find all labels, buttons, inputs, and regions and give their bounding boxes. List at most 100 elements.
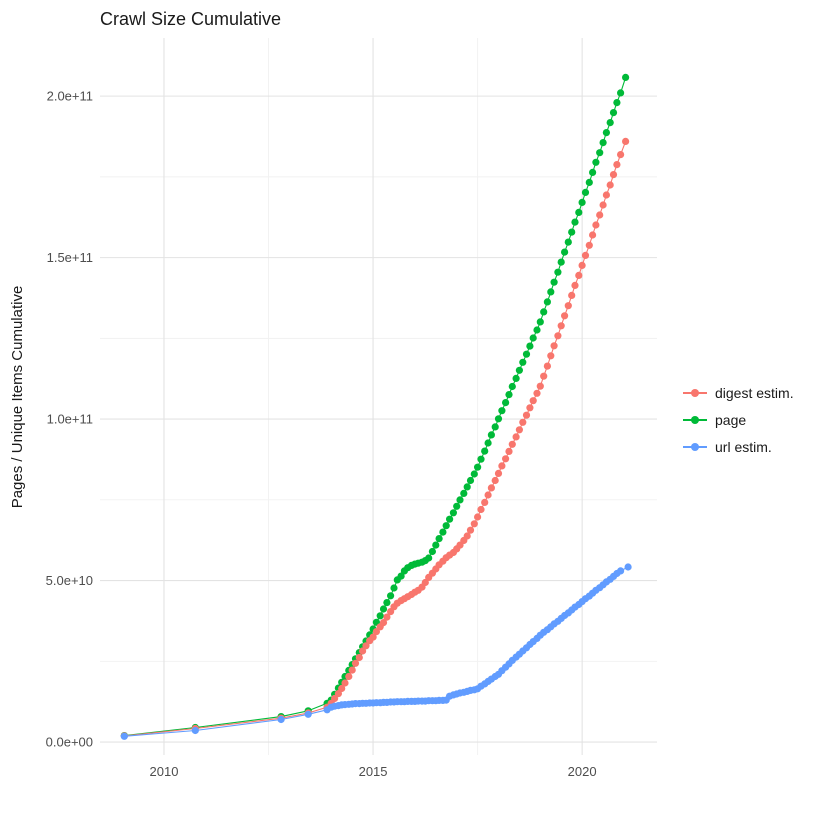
data-point-digest — [613, 161, 621, 169]
data-point-url — [304, 710, 312, 718]
data-point-page — [484, 439, 492, 447]
series-url — [120, 563, 632, 740]
data-point-page — [435, 535, 443, 543]
data-point-digest — [338, 684, 346, 693]
series-line-url — [124, 566, 629, 737]
data-point-digest — [345, 672, 353, 681]
data-point-digest — [533, 389, 541, 397]
data-point-page — [456, 496, 464, 504]
data-point-digest — [348, 666, 356, 674]
data-point-page — [564, 238, 572, 246]
data-point-page — [617, 89, 625, 97]
data-point-page — [536, 318, 544, 326]
data-point-page — [533, 326, 541, 334]
data-point-digest — [383, 613, 391, 621]
data-point-page — [477, 455, 485, 463]
data-point-digest — [571, 281, 579, 289]
legend-key-url-icon — [683, 442, 707, 451]
data-point-digest — [581, 251, 590, 259]
data-point-url — [624, 563, 632, 571]
data-point-digest — [515, 426, 524, 434]
data-point-page — [379, 605, 388, 613]
data-point-digest — [502, 455, 510, 463]
data-point-digest — [519, 418, 527, 426]
data-point-page — [425, 554, 433, 562]
data-point-page — [463, 483, 471, 491]
data-point-page — [494, 415, 503, 423]
data-point-digest — [622, 137, 630, 145]
data-point-digest — [589, 231, 597, 239]
data-point-digest — [554, 332, 562, 340]
series-line-digest — [124, 141, 627, 737]
data-point-url — [277, 715, 285, 724]
data-point-digest — [599, 201, 607, 209]
legend-key-digest-icon — [683, 388, 707, 397]
data-point-page — [589, 168, 597, 176]
data-point-digest — [334, 690, 342, 698]
data-point-digest — [536, 382, 544, 390]
legend: digest estim. page url estim. — [682, 379, 794, 460]
data-point-page — [529, 334, 537, 342]
data-point-page — [578, 198, 586, 206]
data-point-page — [557, 258, 565, 266]
data-point-page — [446, 515, 454, 523]
data-point-digest — [359, 647, 367, 655]
data-point-digest — [522, 411, 531, 419]
data-point-page — [491, 423, 499, 431]
data-point-page — [387, 592, 395, 600]
series-digest — [120, 137, 630, 740]
data-point-page — [442, 522, 450, 530]
data-point-page — [547, 288, 555, 296]
data-point-digest — [575, 271, 583, 279]
y-axis-title: Pages / Unique Items Cumulative — [9, 286, 26, 509]
legend-key-page-icon — [683, 415, 707, 424]
data-point-page — [453, 502, 461, 510]
gridlines-minor — [100, 38, 657, 755]
data-point-page — [592, 158, 600, 166]
data-point-digest — [617, 151, 625, 159]
data-point-digest — [550, 342, 558, 350]
data-point-page — [449, 509, 457, 517]
x-tick-label: 2020 — [568, 764, 597, 779]
y-tick-label: 0.0e+00 — [46, 735, 93, 750]
data-point-page — [397, 572, 405, 580]
data-point-page — [508, 382, 516, 391]
data-point-digest — [369, 633, 377, 641]
data-point-page — [609, 109, 618, 117]
data-point-page — [498, 407, 506, 415]
data-point-digest — [529, 397, 537, 405]
data-point-digest — [606, 181, 614, 189]
data-point-page — [512, 374, 520, 382]
data-point-page — [571, 218, 579, 226]
data-point-page — [602, 129, 611, 137]
data-point-page — [428, 547, 436, 556]
data-point-digest — [602, 191, 611, 199]
data-point-digest — [508, 440, 516, 448]
data-point-page — [561, 248, 569, 256]
y-tick-label: 1.5e+11 — [47, 250, 93, 265]
data-point-digest — [351, 659, 360, 667]
data-point-page — [550, 278, 558, 286]
data-point-digest — [487, 484, 495, 492]
data-point-digest — [362, 642, 370, 650]
data-point-digest — [494, 469, 503, 477]
data-point-digest — [561, 312, 569, 320]
data-point-digest — [474, 513, 482, 521]
data-point-digest — [421, 578, 429, 587]
data-point-page — [540, 308, 548, 316]
x-tick-label: 2010 — [150, 764, 179, 779]
data-point-digest — [466, 526, 475, 534]
data-point-page — [599, 139, 607, 147]
data-point-page — [613, 99, 621, 107]
data-point-page — [502, 399, 510, 407]
data-point-digest — [540, 372, 548, 380]
data-point-page — [466, 476, 475, 485]
data-point-page — [439, 528, 447, 536]
data-point-page — [474, 463, 482, 471]
data-point-page — [554, 268, 562, 276]
data-point-page — [581, 188, 590, 196]
data-point-digest — [578, 261, 586, 269]
legend-label-page: page — [715, 411, 747, 428]
